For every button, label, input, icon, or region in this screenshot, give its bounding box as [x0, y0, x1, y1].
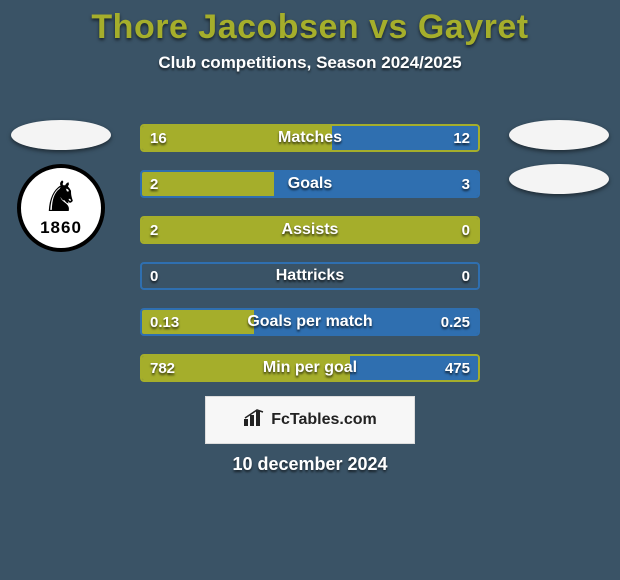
stat-label: Hattricks [142, 264, 478, 288]
stat-bar: 0 0Hattricks [140, 262, 480, 290]
crest-year: 1860 [40, 218, 82, 238]
stat-bar: 1612Matches [140, 124, 480, 152]
left-player-club-crest: ♞ 1860 [17, 164, 105, 252]
stat-bar-left-fill [142, 126, 336, 150]
right-player-column [504, 120, 614, 194]
stat-bar: 782475Min per goal [140, 354, 480, 382]
stat-bar-right-fill [274, 172, 478, 196]
left-player-column: ♞ 1860 [6, 120, 116, 252]
attribution-text: FcTables.com [271, 411, 377, 429]
right-player-face-placeholder [509, 120, 609, 150]
infographic-date: 10 december 2024 [0, 454, 620, 475]
stat-bar-left-fill [142, 172, 278, 196]
stat-bar-right-fill [254, 310, 478, 334]
attribution-badge: FcTables.com [205, 396, 415, 444]
left-player-face-placeholder [11, 120, 111, 150]
comparison-infographic: Thore Jacobsen vs Gayret Club competitio… [0, 0, 620, 580]
stat-value-left: 0 [150, 264, 158, 288]
page-title: Thore Jacobsen vs Gayret [0, 0, 620, 47]
chart-icon [243, 409, 265, 432]
stat-bar-right-fill [350, 356, 478, 380]
stat-bar: 23Goals [140, 170, 480, 198]
stat-bar: 0.130.25Goals per match [140, 308, 480, 336]
stat-bars-container: 1612Matches 23Goals 20Assists 0 0Hattricks 0.… [140, 124, 480, 382]
page-subtitle: Club competitions, Season 2024/2025 [0, 53, 620, 73]
right-player-club-crest-placeholder [509, 164, 609, 194]
stat-bar-right-fill [332, 126, 478, 150]
stat-value-right: 0 [462, 264, 470, 288]
stat-bar-left-fill [142, 218, 480, 242]
lion-icon: ♞ [42, 176, 80, 218]
stat-bar-left-fill [142, 356, 354, 380]
stat-bar-left-fill [142, 310, 258, 334]
stat-bar: 20Assists [140, 216, 480, 244]
